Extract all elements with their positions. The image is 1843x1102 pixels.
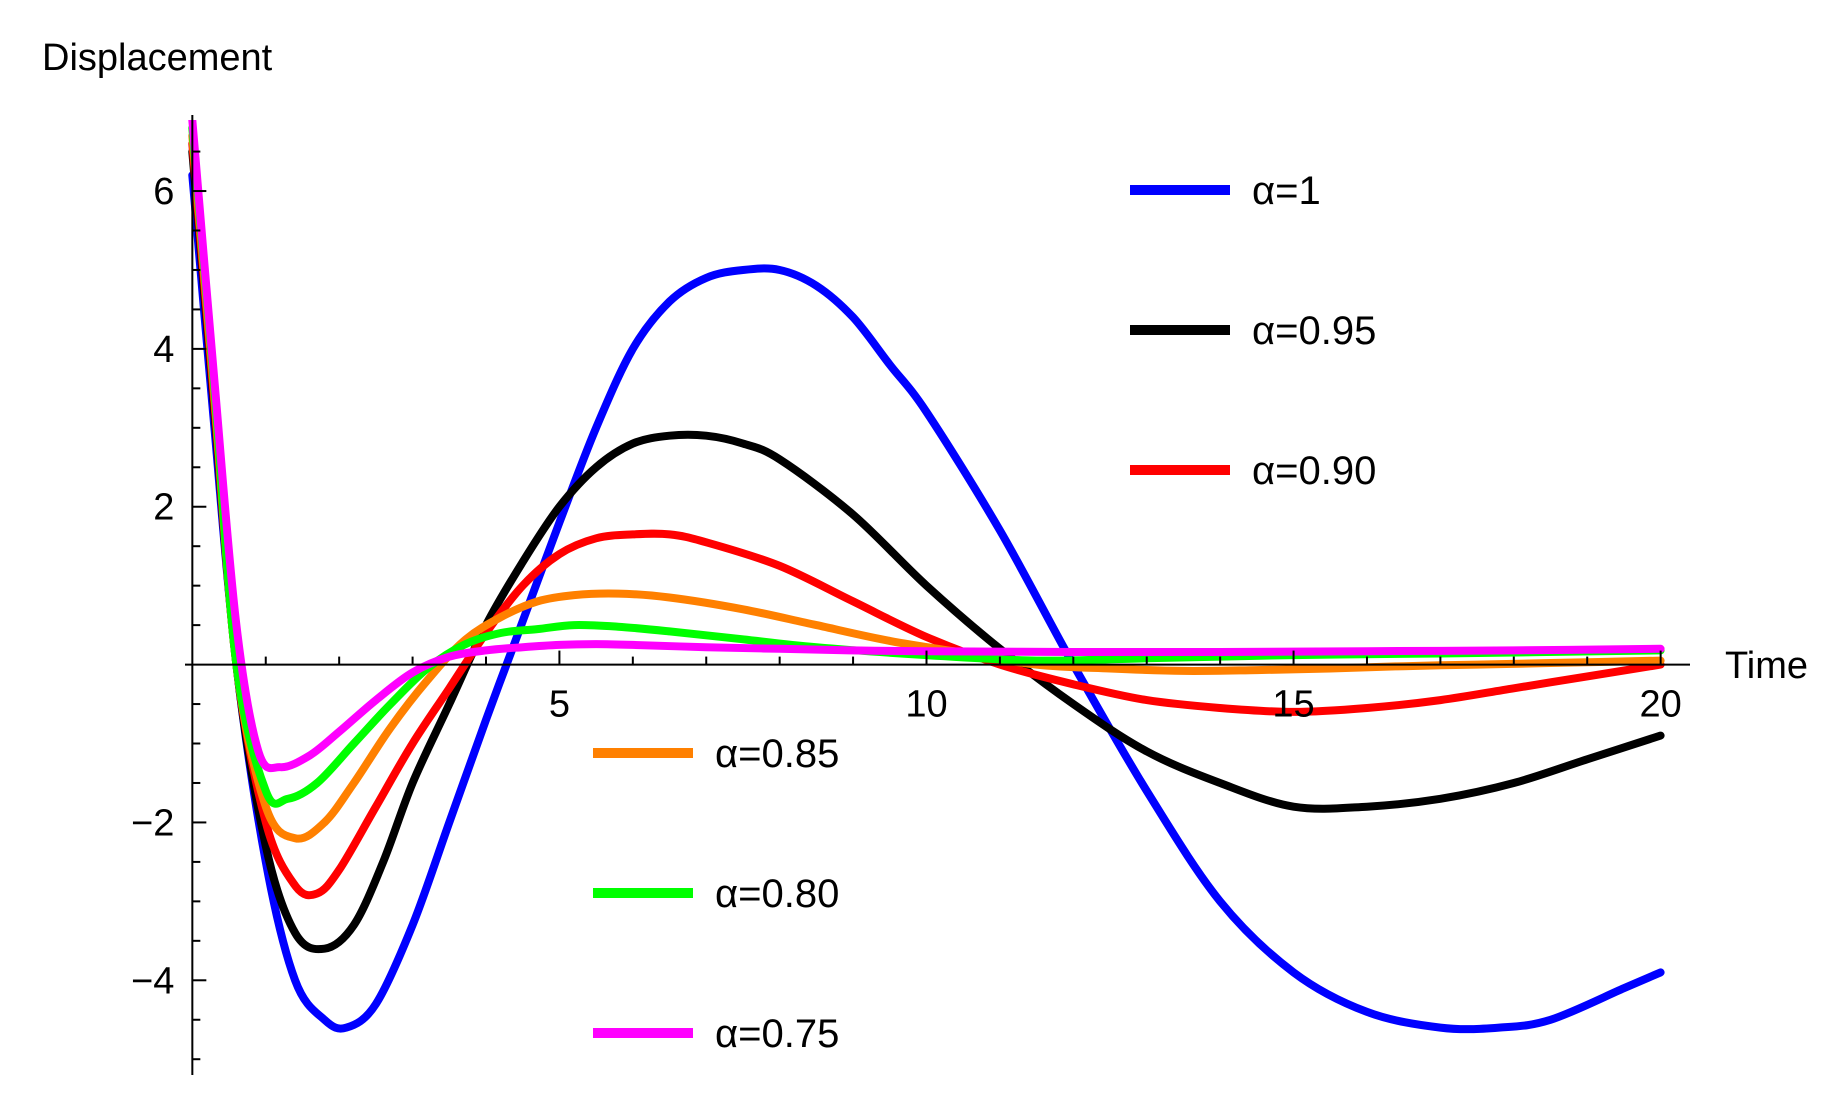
- x-tick-label: 20: [1639, 684, 1681, 726]
- legend-item: α=0.95: [1130, 309, 1376, 353]
- series-layer: [188, 120, 1665, 1034]
- series-line-3: [188, 139, 1665, 900]
- legend-label: α=0.95: [1252, 309, 1376, 353]
- legend-item: α=0.80: [593, 872, 839, 916]
- legend: α=1 α=0.95 α=0.90 α=0.85 α=0.80 α=0.75: [593, 169, 1376, 1056]
- legend-item: α=1: [1130, 169, 1321, 213]
- legend-label: α=0.85: [715, 732, 839, 776]
- y-tick-label: 2: [153, 487, 174, 529]
- x-tick-label: 15: [1272, 684, 1314, 726]
- x-tick-label: 10: [905, 684, 947, 726]
- y-tick-label: −2: [131, 802, 174, 844]
- legend-item: α=0.90: [1130, 449, 1376, 493]
- series-line-4: [188, 131, 1665, 843]
- x-tick-label: 5: [549, 684, 570, 726]
- y-axis-title: Displacement: [42, 37, 273, 79]
- x-axis-title: Time: [1725, 645, 1808, 687]
- legend-label: α=0.80: [715, 872, 839, 916]
- y-tick-label: −4: [131, 960, 174, 1002]
- legend-item: α=0.85: [593, 732, 839, 776]
- series-line-6: [188, 120, 1665, 773]
- axes-layer: 5 10 15 20 −4 −2 2 4 6: [131, 115, 1690, 1075]
- series-line-2: [188, 147, 1665, 954]
- legend-label: α=0.75: [715, 1012, 839, 1056]
- series-line-1: [188, 171, 1665, 1034]
- y-tick-label: 6: [153, 171, 174, 213]
- legend-label: α=0.90: [1252, 449, 1376, 493]
- legend-item: α=0.75: [593, 1012, 839, 1056]
- series-line-5: [188, 123, 1665, 808]
- y-tick-label: 4: [153, 329, 174, 371]
- legend-label: α=1: [1252, 169, 1321, 213]
